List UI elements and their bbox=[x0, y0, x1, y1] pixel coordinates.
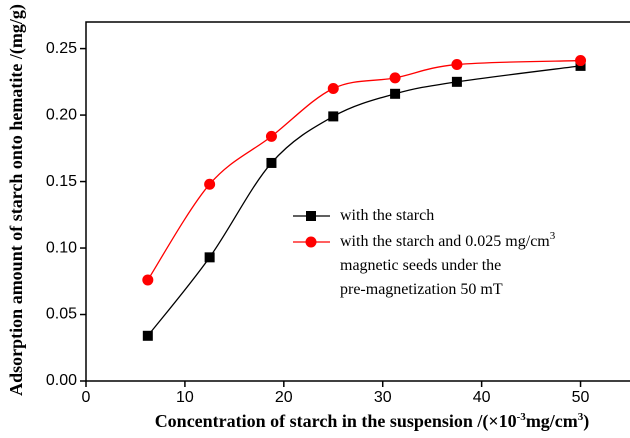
text-segment: with the starch bbox=[340, 207, 434, 224]
text-segment: mg/cm bbox=[526, 411, 578, 431]
x-tick-label: 30 bbox=[374, 389, 392, 406]
marker bbox=[390, 88, 401, 99]
y-tick-label: 0.20 bbox=[46, 106, 77, 123]
marker bbox=[142, 274, 154, 286]
marker bbox=[328, 111, 339, 122]
legend-marker bbox=[306, 211, 316, 221]
y-axis-label: Adsorption amount of starch onto hematit… bbox=[6, 4, 27, 396]
x-tick-label: 40 bbox=[473, 389, 491, 406]
y-tick-label: 0.25 bbox=[46, 40, 77, 57]
text-segment: Concentration of starch in the suspensio… bbox=[155, 411, 517, 432]
legend-label: with the starch and 0.025 mg/cm3 bbox=[340, 230, 556, 250]
marker bbox=[389, 72, 401, 84]
marker bbox=[266, 157, 277, 168]
marker bbox=[327, 82, 339, 94]
marker bbox=[204, 178, 216, 190]
plot-frame bbox=[85, 21, 630, 382]
superscript: -3 bbox=[517, 411, 527, 423]
marker bbox=[451, 59, 463, 71]
y-tick-label: 0.10 bbox=[46, 239, 77, 256]
marker bbox=[575, 55, 587, 67]
marker bbox=[204, 252, 215, 263]
legend-label: pre-magnetization 50 mT bbox=[340, 281, 503, 298]
marker bbox=[451, 76, 462, 87]
x-tick-label: 20 bbox=[275, 389, 293, 406]
text-segment: pre-magnetization 50 mT bbox=[340, 281, 503, 298]
legend-label: with the starch bbox=[340, 207, 434, 224]
x-tick-label: 10 bbox=[176, 389, 194, 406]
text-segment: magnetic seeds under the bbox=[340, 257, 501, 274]
y-tick-label: 0.05 bbox=[46, 306, 77, 323]
superscript: 3 bbox=[550, 230, 556, 242]
text-segment: ) bbox=[583, 411, 589, 432]
x-tick-label: 0 bbox=[82, 389, 91, 406]
superscript: 3 bbox=[578, 411, 584, 423]
x-tick-label: 50 bbox=[572, 389, 590, 406]
y-tick-label: 0.00 bbox=[46, 372, 77, 389]
y-tick-label: 0.15 bbox=[46, 173, 77, 190]
text-segment: with the starch and 0.025 mg/cm bbox=[340, 233, 550, 250]
marker bbox=[142, 330, 153, 341]
x-axis-label: Concentration of starch in the suspensio… bbox=[155, 411, 590, 433]
legend-label: magnetic seeds under the bbox=[340, 257, 501, 274]
legend-marker bbox=[305, 236, 317, 248]
marker bbox=[265, 130, 277, 142]
